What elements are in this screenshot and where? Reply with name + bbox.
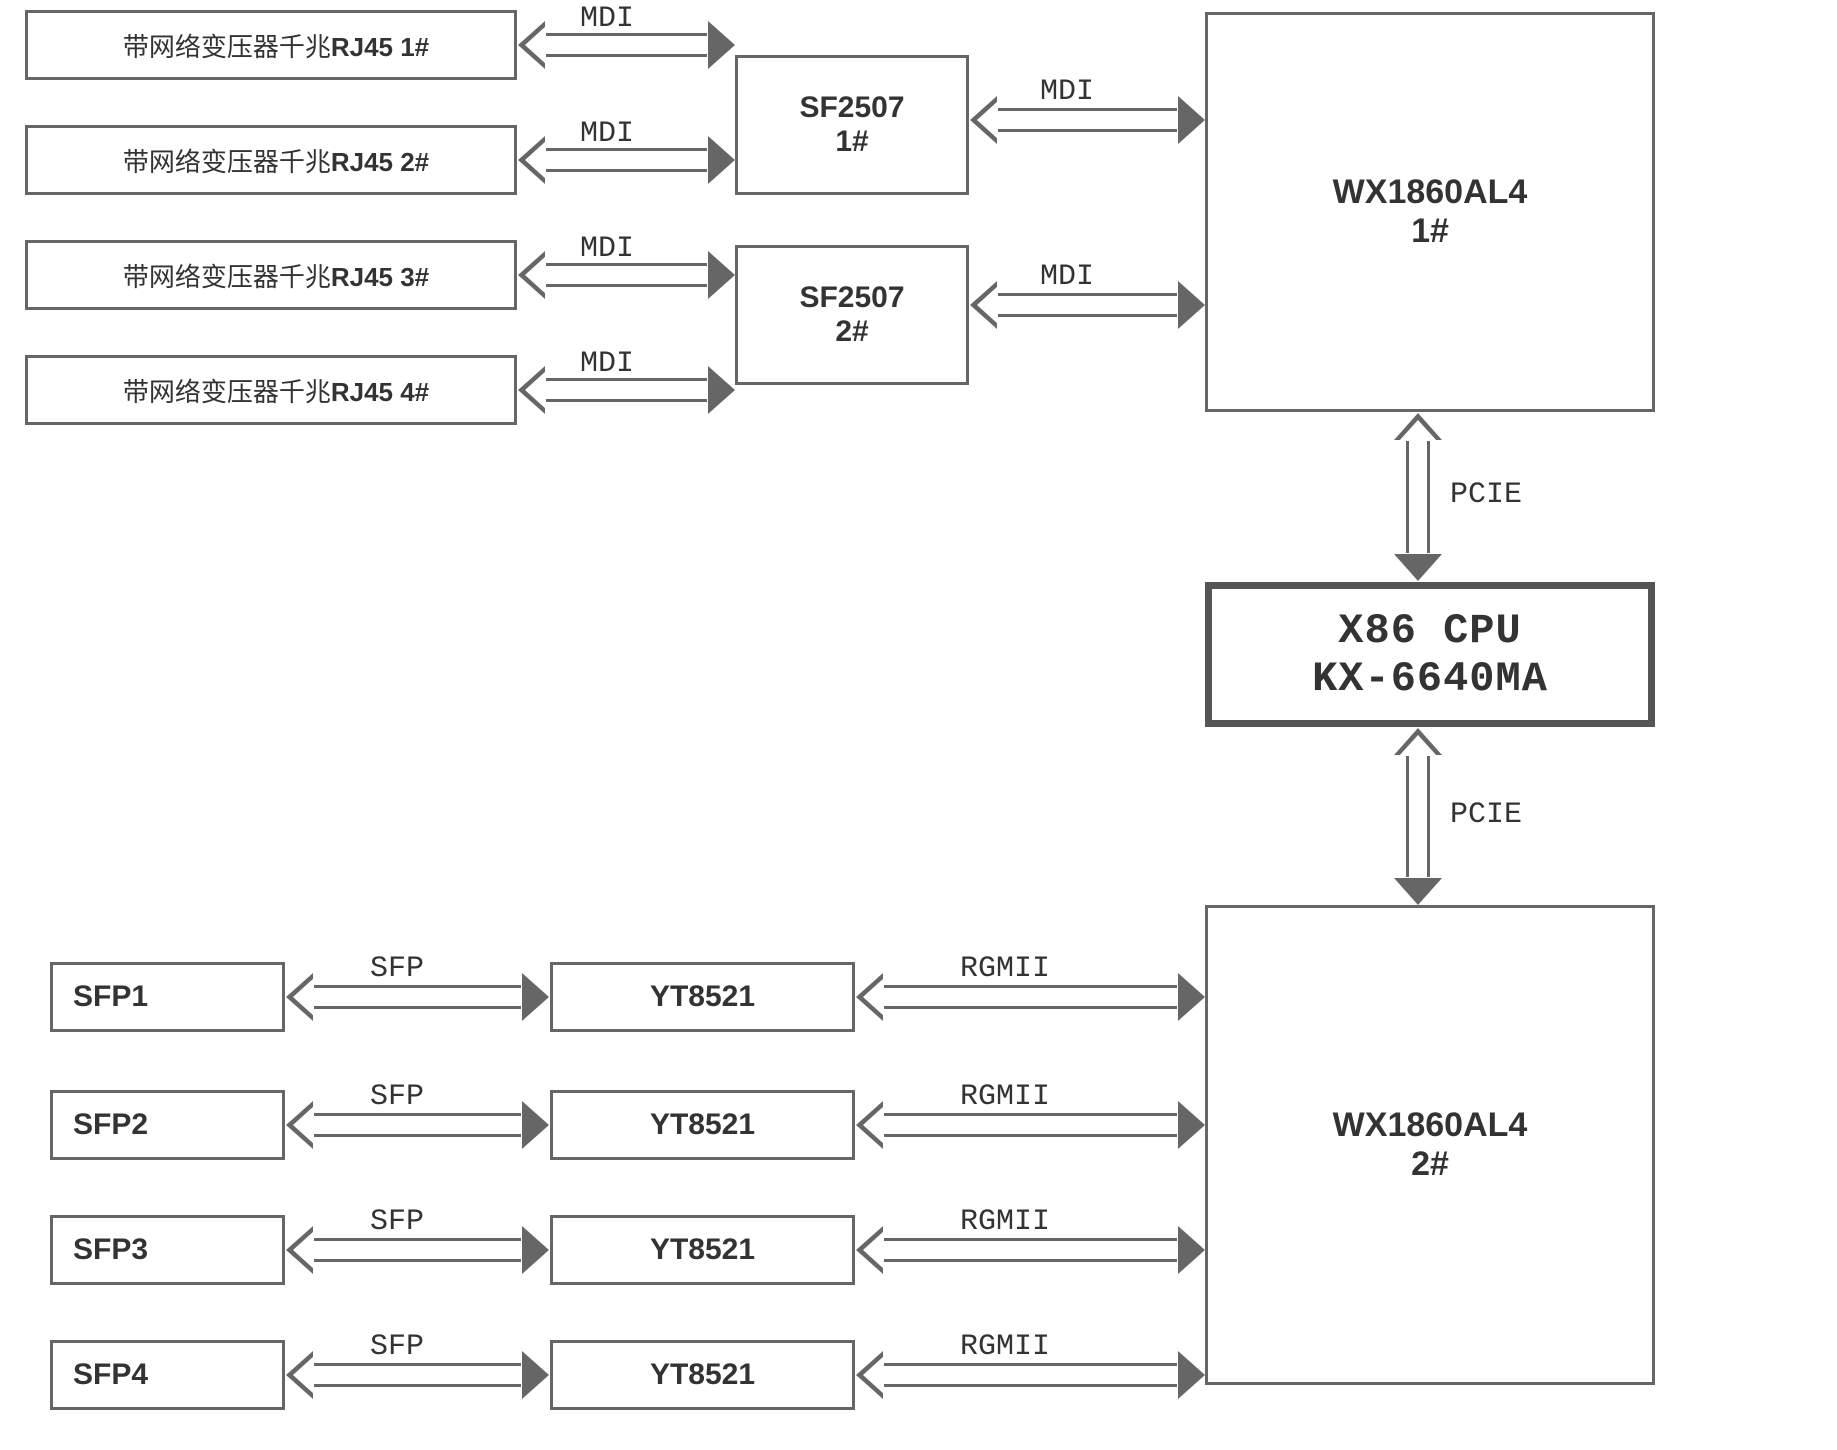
chip-model: YT8521 <box>650 1233 755 1267</box>
chip-index: 1# <box>1411 212 1449 251</box>
sfp-label: SFP3 <box>73 1233 148 1267</box>
rj45-port-4: 带网络变压器千兆RJ45 4# <box>25 355 517 425</box>
rj45-id: RJ45 4# <box>331 377 429 407</box>
sfp-label: SFP1 <box>73 980 148 1014</box>
chip-model: YT8521 <box>650 1358 755 1392</box>
wx1860-chip-2: WX1860AL42# <box>1205 905 1655 1385</box>
connection-arrow <box>883 1363 1178 1387</box>
sfp-port-1: SFP1 <box>50 962 285 1032</box>
connection-label: RGMII <box>960 1205 1050 1239</box>
chip-model: YT8521 <box>650 980 755 1014</box>
chip-model: WX1860AL4 <box>1333 1106 1528 1145</box>
yt8521-chip-1: YT8521 <box>550 962 855 1032</box>
connection-label: PCIE <box>1450 798 1522 832</box>
yt8521-chip-4: YT8521 <box>550 1340 855 1410</box>
cpu-model: KX-6640MA <box>1312 655 1548 703</box>
connection-label: MDI <box>580 232 634 266</box>
cpu-arch: X86 CPU <box>1338 607 1521 655</box>
connection-arrow <box>313 1113 522 1137</box>
connection-arrow <box>545 33 708 57</box>
yt8521-chip-3: YT8521 <box>550 1215 855 1285</box>
sf2507-chip-2: SF25072# <box>735 245 969 385</box>
connection-arrow <box>313 985 522 1009</box>
chip-index: 2# <box>835 315 868 349</box>
connection-label: RGMII <box>960 1080 1050 1114</box>
chip-model: YT8521 <box>650 1108 755 1142</box>
connection-label: SFP <box>370 1205 424 1239</box>
connection-arrow <box>883 1113 1178 1137</box>
connection-arrow <box>883 1238 1178 1262</box>
sfp-port-4: SFP4 <box>50 1340 285 1410</box>
rj45-port-1: 带网络变压器千兆RJ45 1# <box>25 10 517 80</box>
rj45-id: RJ45 2# <box>331 147 429 177</box>
chip-model: SF2507 <box>799 281 904 315</box>
chip-model: SF2507 <box>799 91 904 125</box>
connection-arrow <box>997 293 1178 317</box>
yt8521-chip-2: YT8521 <box>550 1090 855 1160</box>
connection-arrow <box>545 378 708 402</box>
connection-arrow <box>997 108 1178 132</box>
connection-arrow <box>545 148 708 172</box>
chip-index: 2# <box>1411 1145 1449 1184</box>
connection-arrow <box>313 1363 522 1387</box>
connection-label: SFP <box>370 952 424 986</box>
connection-arrow <box>1406 440 1430 554</box>
connection-label: PCIE <box>1450 478 1522 512</box>
rj45-port-2: 带网络变压器千兆RJ45 2# <box>25 125 517 195</box>
sfp-port-3: SFP3 <box>50 1215 285 1285</box>
sfp-port-2: SFP2 <box>50 1090 285 1160</box>
rj45-id: RJ45 1# <box>331 32 429 62</box>
chip-index: 1# <box>835 125 868 159</box>
connection-label: MDI <box>580 347 634 381</box>
connection-label: SFP <box>370 1080 424 1114</box>
connection-label: MDI <box>1040 75 1094 109</box>
connection-label: RGMII <box>960 952 1050 986</box>
connection-arrow <box>545 263 708 287</box>
rj45-id: RJ45 3# <box>331 262 429 292</box>
chip-model: WX1860AL4 <box>1333 173 1528 212</box>
connection-label: MDI <box>580 2 634 36</box>
rj45-prefix: 带网络变压器千兆 <box>123 32 331 62</box>
connection-arrow <box>883 985 1178 1009</box>
sf2507-chip-1: SF25071# <box>735 55 969 195</box>
rj45-prefix: 带网络变压器千兆 <box>123 262 331 292</box>
connection-arrow <box>313 1238 522 1262</box>
connection-label: MDI <box>580 117 634 151</box>
sfp-label: SFP4 <box>73 1358 148 1392</box>
wx1860-chip-1: WX1860AL41# <box>1205 12 1655 412</box>
connection-arrow <box>1406 755 1430 878</box>
rj45-prefix: 带网络变压器千兆 <box>123 147 331 177</box>
connection-label: SFP <box>370 1330 424 1364</box>
rj45-port-3: 带网络变压器千兆RJ45 3# <box>25 240 517 310</box>
x86-cpu: X86 CPUKX-6640MA <box>1205 582 1655 727</box>
connection-label: RGMII <box>960 1330 1050 1364</box>
rj45-prefix: 带网络变压器千兆 <box>123 377 331 407</box>
sfp-label: SFP2 <box>73 1108 148 1142</box>
connection-label: MDI <box>1040 260 1094 294</box>
